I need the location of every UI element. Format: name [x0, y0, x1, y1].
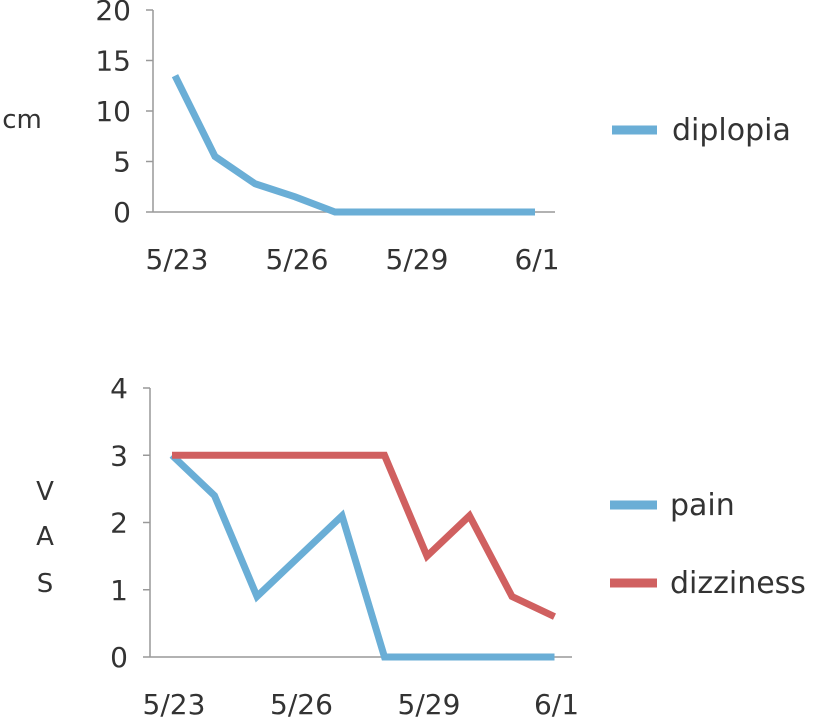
y-tick-label: 10 — [95, 95, 131, 128]
x-tick-label: 5/29 — [398, 688, 461, 721]
x-tick-label: 6/1 — [514, 243, 559, 276]
y-axis-label-char: A — [36, 522, 54, 552]
diplopia-chart: 0 5 10 15 20 5/23 5/26 5/29 6/1 cm diplopia — [2, 0, 791, 276]
y-tick-label: 0 — [110, 641, 128, 674]
legend-label-diplopia: diplopia — [672, 113, 791, 148]
y-axis-label-char: V — [36, 477, 54, 507]
y-tick-label: 15 — [95, 45, 131, 78]
y-tick-label: 2 — [110, 507, 128, 540]
x-tick-label: 6/1 — [534, 688, 579, 721]
series-line-pain — [169, 452, 555, 661]
x-tick-label: 5/29 — [386, 243, 449, 276]
series-line-dizziness — [172, 451, 557, 620]
y-tick-label: 1 — [110, 574, 128, 607]
y-tick-label: 3 — [110, 439, 128, 472]
y-tick-label: 5 — [113, 146, 131, 179]
y-tick-label: 0 — [113, 196, 131, 229]
y-tick-label: 4 — [110, 372, 128, 405]
series-line-diplopia — [171, 74, 535, 216]
y-axis-label: cm — [2, 105, 42, 135]
x-tick-label: 5/26 — [266, 243, 329, 276]
x-tick-label: 5/26 — [270, 688, 333, 721]
legend-label-dizziness: dizziness — [670, 566, 806, 601]
x-tick-label: 5/23 — [146, 243, 209, 276]
y-tick-label: 20 — [95, 0, 131, 27]
legend-label-pain: pain — [670, 488, 735, 523]
y-axis-label-char: S — [37, 569, 54, 599]
x-tick-label: 5/23 — [143, 688, 206, 721]
